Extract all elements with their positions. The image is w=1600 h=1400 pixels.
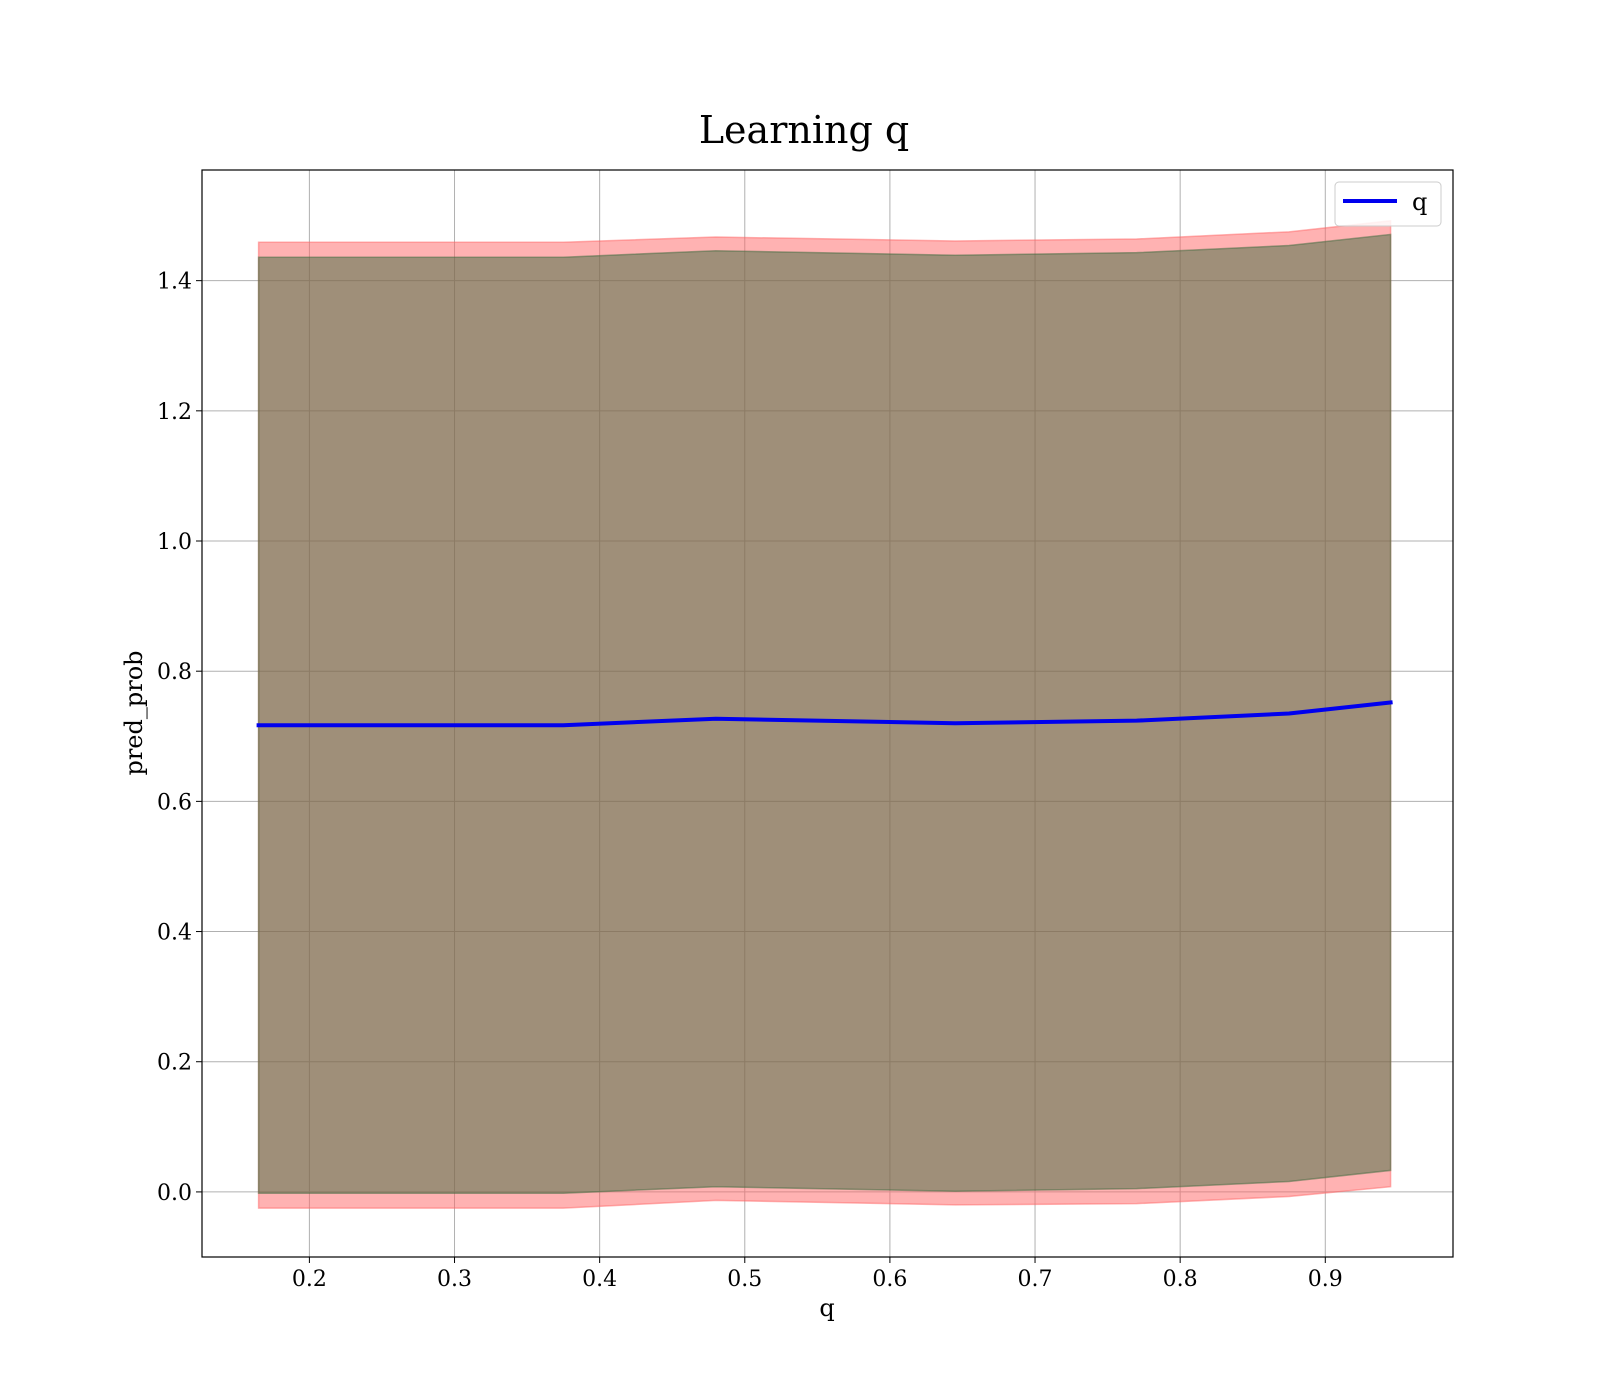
y-tick-label: 0.2	[157, 1051, 192, 1076]
x-axis-ticks: 0.2 0.3 0.4 0.5 0.6 0.7 0.8 0.9	[292, 1257, 1343, 1292]
y-tick-label: 0.8	[157, 660, 192, 685]
series-lines	[256, 700, 1393, 728]
x-tick-label: 0.4	[582, 1267, 617, 1292]
y-tick-label: 0.6	[157, 790, 192, 815]
chart-title: Learning q	[699, 108, 909, 152]
x-tick-label: 0.6	[872, 1267, 907, 1292]
y-tick-label: 1.2	[157, 400, 192, 425]
legend: q	[1334, 181, 1442, 227]
y-tick-label: 0.0	[157, 1181, 192, 1206]
y-tick-label: 0.4	[157, 921, 192, 946]
confidence-bands	[257, 219, 1392, 1209]
legend-label: q	[1412, 188, 1427, 216]
y-tick-label: 1.0	[157, 530, 192, 555]
x-tick-label: 0.2	[292, 1267, 327, 1292]
series-line-q	[256, 700, 1393, 728]
x-tick-label: 0.3	[437, 1267, 472, 1292]
y-axis-label: pred_prob	[120, 650, 148, 775]
x-tick-label: 0.7	[1018, 1267, 1053, 1292]
confidence-band-1	[257, 233, 1392, 1194]
y-tick-label: 1.4	[157, 270, 192, 295]
legend-box	[1334, 181, 1442, 227]
y-axis-ticks: 0.0 0.2 0.4 0.6 0.8 1.0 1.2 1.4	[157, 270, 202, 1206]
x-axis-label: q	[819, 1294, 834, 1322]
x-tick-label: 0.5	[727, 1267, 762, 1292]
x-tick-label: 0.8	[1163, 1267, 1198, 1292]
x-tick-label: 0.9	[1308, 1267, 1343, 1292]
plot-frame	[201, 169, 1454, 1258]
